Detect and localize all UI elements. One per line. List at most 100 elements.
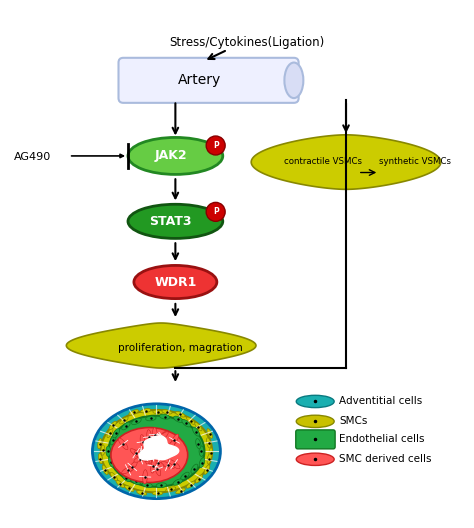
- Ellipse shape: [151, 459, 156, 473]
- Ellipse shape: [181, 472, 189, 480]
- Ellipse shape: [187, 417, 195, 425]
- Ellipse shape: [102, 465, 108, 475]
- Ellipse shape: [186, 481, 195, 488]
- Polygon shape: [139, 436, 179, 460]
- FancyBboxPatch shape: [118, 58, 299, 103]
- Ellipse shape: [119, 417, 128, 424]
- Ellipse shape: [106, 446, 110, 457]
- Ellipse shape: [152, 491, 163, 495]
- Ellipse shape: [182, 420, 191, 427]
- Ellipse shape: [125, 485, 134, 492]
- Ellipse shape: [144, 448, 153, 460]
- Text: P: P: [213, 208, 219, 216]
- Text: JAK2: JAK2: [155, 149, 187, 163]
- Ellipse shape: [98, 439, 102, 449]
- Ellipse shape: [128, 137, 223, 174]
- Text: SMC derived cells: SMC derived cells: [339, 454, 431, 464]
- Ellipse shape: [144, 450, 154, 461]
- Ellipse shape: [122, 422, 130, 430]
- Ellipse shape: [147, 430, 152, 444]
- Ellipse shape: [196, 439, 201, 449]
- Ellipse shape: [175, 411, 185, 417]
- Ellipse shape: [176, 488, 185, 494]
- Ellipse shape: [191, 464, 198, 473]
- Ellipse shape: [156, 483, 166, 488]
- Circle shape: [206, 202, 225, 221]
- Ellipse shape: [160, 414, 170, 419]
- Ellipse shape: [110, 435, 116, 445]
- Ellipse shape: [146, 416, 156, 421]
- Text: SMCs: SMCs: [339, 417, 367, 427]
- Text: AG490: AG490: [14, 152, 52, 162]
- Ellipse shape: [116, 464, 123, 474]
- Polygon shape: [251, 135, 441, 190]
- Ellipse shape: [118, 438, 128, 450]
- Ellipse shape: [199, 458, 205, 468]
- Ellipse shape: [133, 451, 147, 457]
- Ellipse shape: [134, 266, 217, 299]
- Ellipse shape: [173, 479, 182, 485]
- Ellipse shape: [146, 448, 153, 461]
- Ellipse shape: [141, 409, 151, 413]
- Ellipse shape: [130, 449, 142, 458]
- Ellipse shape: [157, 431, 167, 443]
- Text: synthetic VSMCs: synthetic VSMCs: [379, 157, 451, 166]
- Ellipse shape: [159, 449, 170, 458]
- Ellipse shape: [195, 422, 202, 431]
- Ellipse shape: [132, 418, 141, 425]
- Ellipse shape: [116, 480, 124, 487]
- Circle shape: [206, 136, 225, 155]
- Ellipse shape: [92, 404, 220, 498]
- Ellipse shape: [204, 465, 210, 474]
- FancyBboxPatch shape: [296, 430, 335, 449]
- Ellipse shape: [138, 451, 150, 460]
- Ellipse shape: [153, 410, 163, 414]
- Ellipse shape: [122, 474, 130, 482]
- Polygon shape: [66, 323, 256, 368]
- Ellipse shape: [207, 438, 211, 448]
- Text: Artery: Artery: [177, 73, 221, 87]
- Ellipse shape: [296, 395, 334, 408]
- Ellipse shape: [207, 429, 212, 438]
- Ellipse shape: [209, 448, 213, 458]
- Ellipse shape: [162, 410, 172, 414]
- Ellipse shape: [147, 450, 152, 464]
- Ellipse shape: [195, 475, 203, 483]
- Ellipse shape: [110, 472, 118, 481]
- Text: WDR1: WDR1: [154, 276, 197, 288]
- Ellipse shape: [157, 432, 168, 441]
- Text: P: P: [213, 141, 219, 150]
- Ellipse shape: [101, 410, 212, 493]
- Ellipse shape: [173, 416, 183, 422]
- Ellipse shape: [101, 445, 105, 455]
- Ellipse shape: [161, 461, 174, 469]
- Ellipse shape: [142, 483, 152, 487]
- Ellipse shape: [146, 450, 151, 464]
- Ellipse shape: [207, 454, 211, 464]
- Ellipse shape: [140, 435, 146, 449]
- Ellipse shape: [131, 478, 140, 485]
- Text: proliferation, magration: proliferation, magration: [118, 343, 243, 353]
- Ellipse shape: [168, 459, 180, 469]
- Ellipse shape: [166, 487, 176, 492]
- Ellipse shape: [152, 452, 166, 457]
- Ellipse shape: [109, 416, 204, 487]
- Ellipse shape: [128, 204, 223, 239]
- Ellipse shape: [153, 428, 157, 441]
- Ellipse shape: [147, 453, 161, 458]
- Ellipse shape: [170, 434, 179, 447]
- Ellipse shape: [129, 410, 138, 415]
- Ellipse shape: [109, 457, 114, 467]
- Ellipse shape: [192, 427, 200, 436]
- Ellipse shape: [143, 470, 147, 484]
- Text: STAT3: STAT3: [149, 215, 192, 228]
- Text: Adventitial cells: Adventitial cells: [339, 397, 422, 407]
- Ellipse shape: [199, 446, 204, 456]
- Ellipse shape: [284, 62, 303, 98]
- Ellipse shape: [151, 460, 164, 467]
- Ellipse shape: [128, 461, 137, 473]
- Text: Endothelial cells: Endothelial cells: [339, 435, 424, 445]
- Text: Stress/Cytokines(Ligation): Stress/Cytokines(Ligation): [169, 35, 324, 49]
- Ellipse shape: [166, 440, 175, 452]
- Ellipse shape: [144, 449, 154, 460]
